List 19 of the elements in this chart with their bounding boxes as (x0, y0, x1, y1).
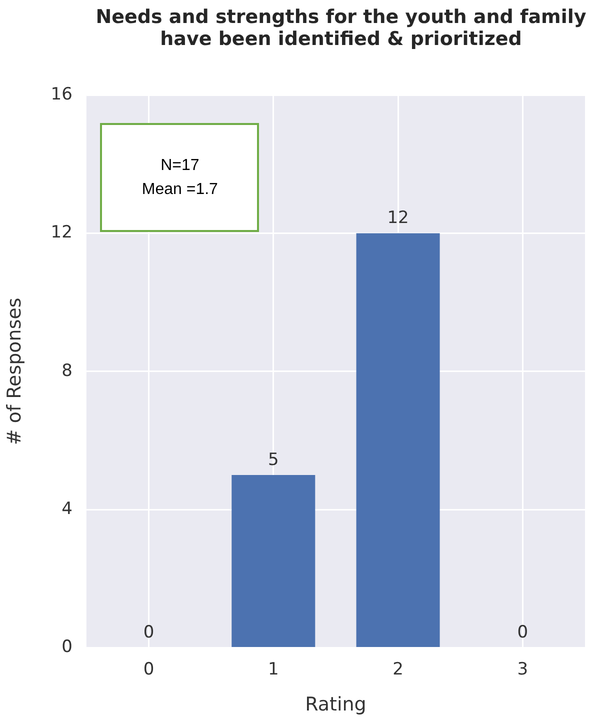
note-box: N=17 Mean =1.7 (100, 123, 260, 232)
y-tick-label: 8 (62, 360, 72, 381)
x-axis-title: Rating (305, 694, 366, 716)
y-tick-label: 0 (62, 637, 72, 658)
annotation: Mean =1.7 (140, 180, 219, 200)
chart-title: Needs and strengths for the youth and family have been identified & prioritized (95, 6, 587, 50)
x-tick-label: 2 (392, 659, 404, 680)
data-label: 0 (517, 622, 528, 643)
y-tick-label: 16 (50, 84, 72, 104)
y-axis-title: # of Responses (3, 298, 26, 446)
y-tick-label: 12 (50, 222, 72, 243)
data-label: 12 (387, 208, 409, 228)
y-tick-label: 4 (62, 499, 72, 520)
x-tick-label: 0 (143, 659, 154, 680)
data-label: 0 (143, 622, 154, 643)
annotation: N=17 (160, 156, 200, 176)
data-label: 5 (268, 450, 279, 470)
x-tick-label: 1 (268, 659, 279, 680)
x-tick-label: 3 (517, 659, 528, 680)
